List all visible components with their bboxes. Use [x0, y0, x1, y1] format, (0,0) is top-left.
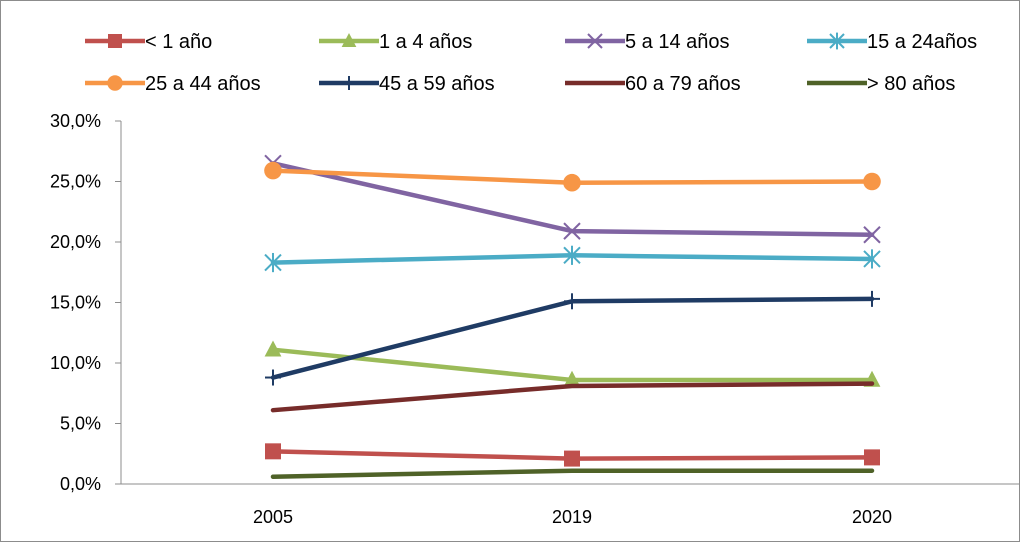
legend-label: 60 a 79 años	[625, 73, 741, 95]
legend-marker	[342, 76, 356, 90]
legend-item: 60 a 79 años	[565, 73, 741, 95]
legend: < 1 año 1 a 4 años 5 a 14 años 15 a 24años 2…	[85, 31, 977, 95]
data-point	[264, 340, 282, 357]
legend-label: 1 a 4 años	[379, 31, 472, 53]
data-point	[265, 369, 281, 386]
data-point	[563, 245, 581, 265]
legend-item: 25 a 44 años	[85, 73, 261, 95]
legend-marker	[107, 75, 123, 91]
y-tick-label: 30,0%	[50, 111, 101, 131]
series-3	[264, 154, 881, 244]
y-tick-label: 25,0%	[50, 172, 101, 192]
legend-item: 15 a 24años	[807, 31, 977, 53]
data-point	[264, 252, 282, 273]
data-point	[863, 226, 881, 244]
data-point	[265, 443, 281, 460]
y-tick-label: 5,0%	[60, 414, 101, 434]
series-8	[270, 468, 875, 479]
x-tick-label: 2005	[253, 507, 293, 527]
legend-item: < 1 año	[85, 31, 212, 53]
series-line	[270, 381, 875, 413]
x-tick-label: 2020	[852, 507, 892, 527]
x-tick-label: 2019	[552, 507, 592, 527]
legend-label: < 1 año	[145, 31, 212, 53]
data-point	[864, 290, 880, 307]
x-ticks: 2005 2019 2020	[253, 507, 892, 527]
data-point	[564, 450, 580, 467]
legend-label: 15 a 24años	[867, 31, 977, 53]
data-point	[564, 293, 580, 310]
data-point	[563, 370, 581, 387]
legend-item: 5 a 14 años	[565, 31, 730, 53]
legend-item: 45 a 59 años	[319, 73, 495, 95]
data-point	[863, 172, 881, 191]
series-1	[265, 443, 880, 467]
data-point	[863, 249, 881, 269]
y-ticks: 0,0% 5,0% 10,0% 15,0% 20,0% 25,0% 30,0%	[50, 111, 121, 494]
legend-marker	[829, 32, 845, 50]
series-2	[264, 340, 881, 387]
series-6	[265, 290, 880, 386]
legend-item: > 80 años	[807, 73, 955, 95]
series-4	[264, 245, 881, 273]
data-point	[264, 161, 282, 180]
data-point	[864, 449, 880, 466]
y-tick-label: 15,0%	[50, 293, 101, 313]
y-tick-label: 20,0%	[50, 232, 101, 252]
y-tick-label: 10,0%	[50, 353, 101, 373]
data-point	[563, 222, 581, 240]
legend-marker	[587, 33, 603, 49]
legend-label: 45 a 59 años	[379, 73, 495, 95]
legend-label: 5 a 14 años	[625, 31, 730, 53]
data-point	[563, 173, 581, 192]
series-lines	[264, 154, 881, 479]
series-7	[270, 381, 875, 413]
legend-marker	[108, 34, 122, 48]
legend-label: > 80 años	[867, 73, 955, 95]
legend-label: 25 a 44 años	[145, 73, 261, 95]
legend-marker	[341, 32, 357, 47]
series-line	[270, 468, 875, 479]
legend-item: 1 a 4 años	[319, 31, 472, 53]
series-line	[270, 296, 875, 380]
series-5	[264, 161, 881, 192]
y-tick-label: 0,0%	[60, 474, 101, 494]
